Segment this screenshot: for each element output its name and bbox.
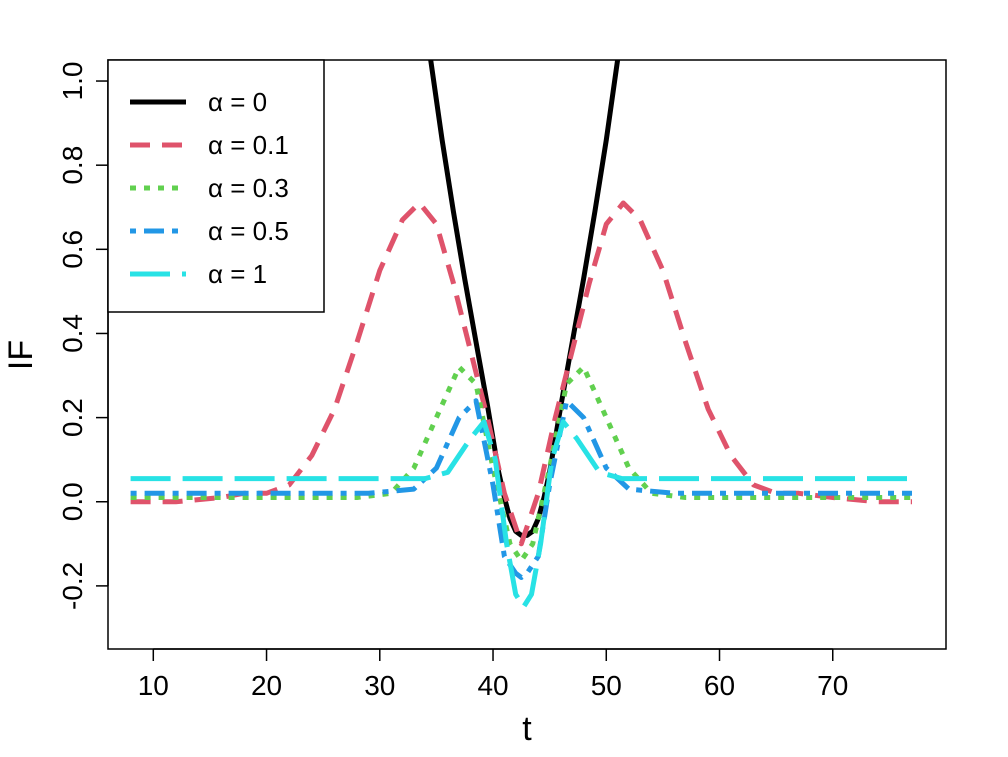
legend: α = 0 α = 0.1 α = 0.3 α = 0.5 α = 1	[107, 59, 325, 313]
series-line-4	[130, 419, 912, 610]
legend-label-3: α = 0.5	[208, 216, 289, 246]
y-axis: -0.2 0.0 0.2 0.4 0.6 0.8 1.0	[57, 62, 109, 610]
y-tick-label: 0.4	[57, 314, 88, 353]
y-tick-label: 0.2	[57, 398, 88, 437]
x-tick-label: 10	[138, 670, 169, 701]
x-tick-label: 20	[251, 670, 282, 701]
x-tick-label: 60	[704, 670, 735, 701]
series-line-1	[130, 200, 912, 547]
legend-label-0: α = 0	[208, 87, 267, 117]
x-tick-label: 70	[817, 670, 848, 701]
y-axis-label: IF	[2, 340, 40, 370]
y-tick-label: -0.2	[57, 562, 88, 610]
series-line-2	[130, 364, 912, 564]
x-axis-label: t	[522, 710, 532, 748]
x-axis: 10 20 30 40 50 60 70	[138, 648, 848, 701]
y-tick-label: 0.0	[57, 482, 88, 521]
x-tick-label: 30	[364, 670, 395, 701]
series-line-3	[130, 398, 912, 580]
y-tick-label: 0.8	[57, 146, 88, 185]
legend-label-1: α = 0.1	[208, 130, 289, 160]
y-tick-label: 1.0	[57, 62, 88, 101]
series-layer	[130, 60, 912, 610]
x-tick-label: 40	[477, 670, 508, 701]
x-tick-label: 50	[591, 670, 622, 701]
y-tick-label: 0.6	[57, 230, 88, 269]
legend-label-4: α = 1	[208, 259, 267, 289]
legend-label-2: α = 0.3	[208, 173, 289, 203]
